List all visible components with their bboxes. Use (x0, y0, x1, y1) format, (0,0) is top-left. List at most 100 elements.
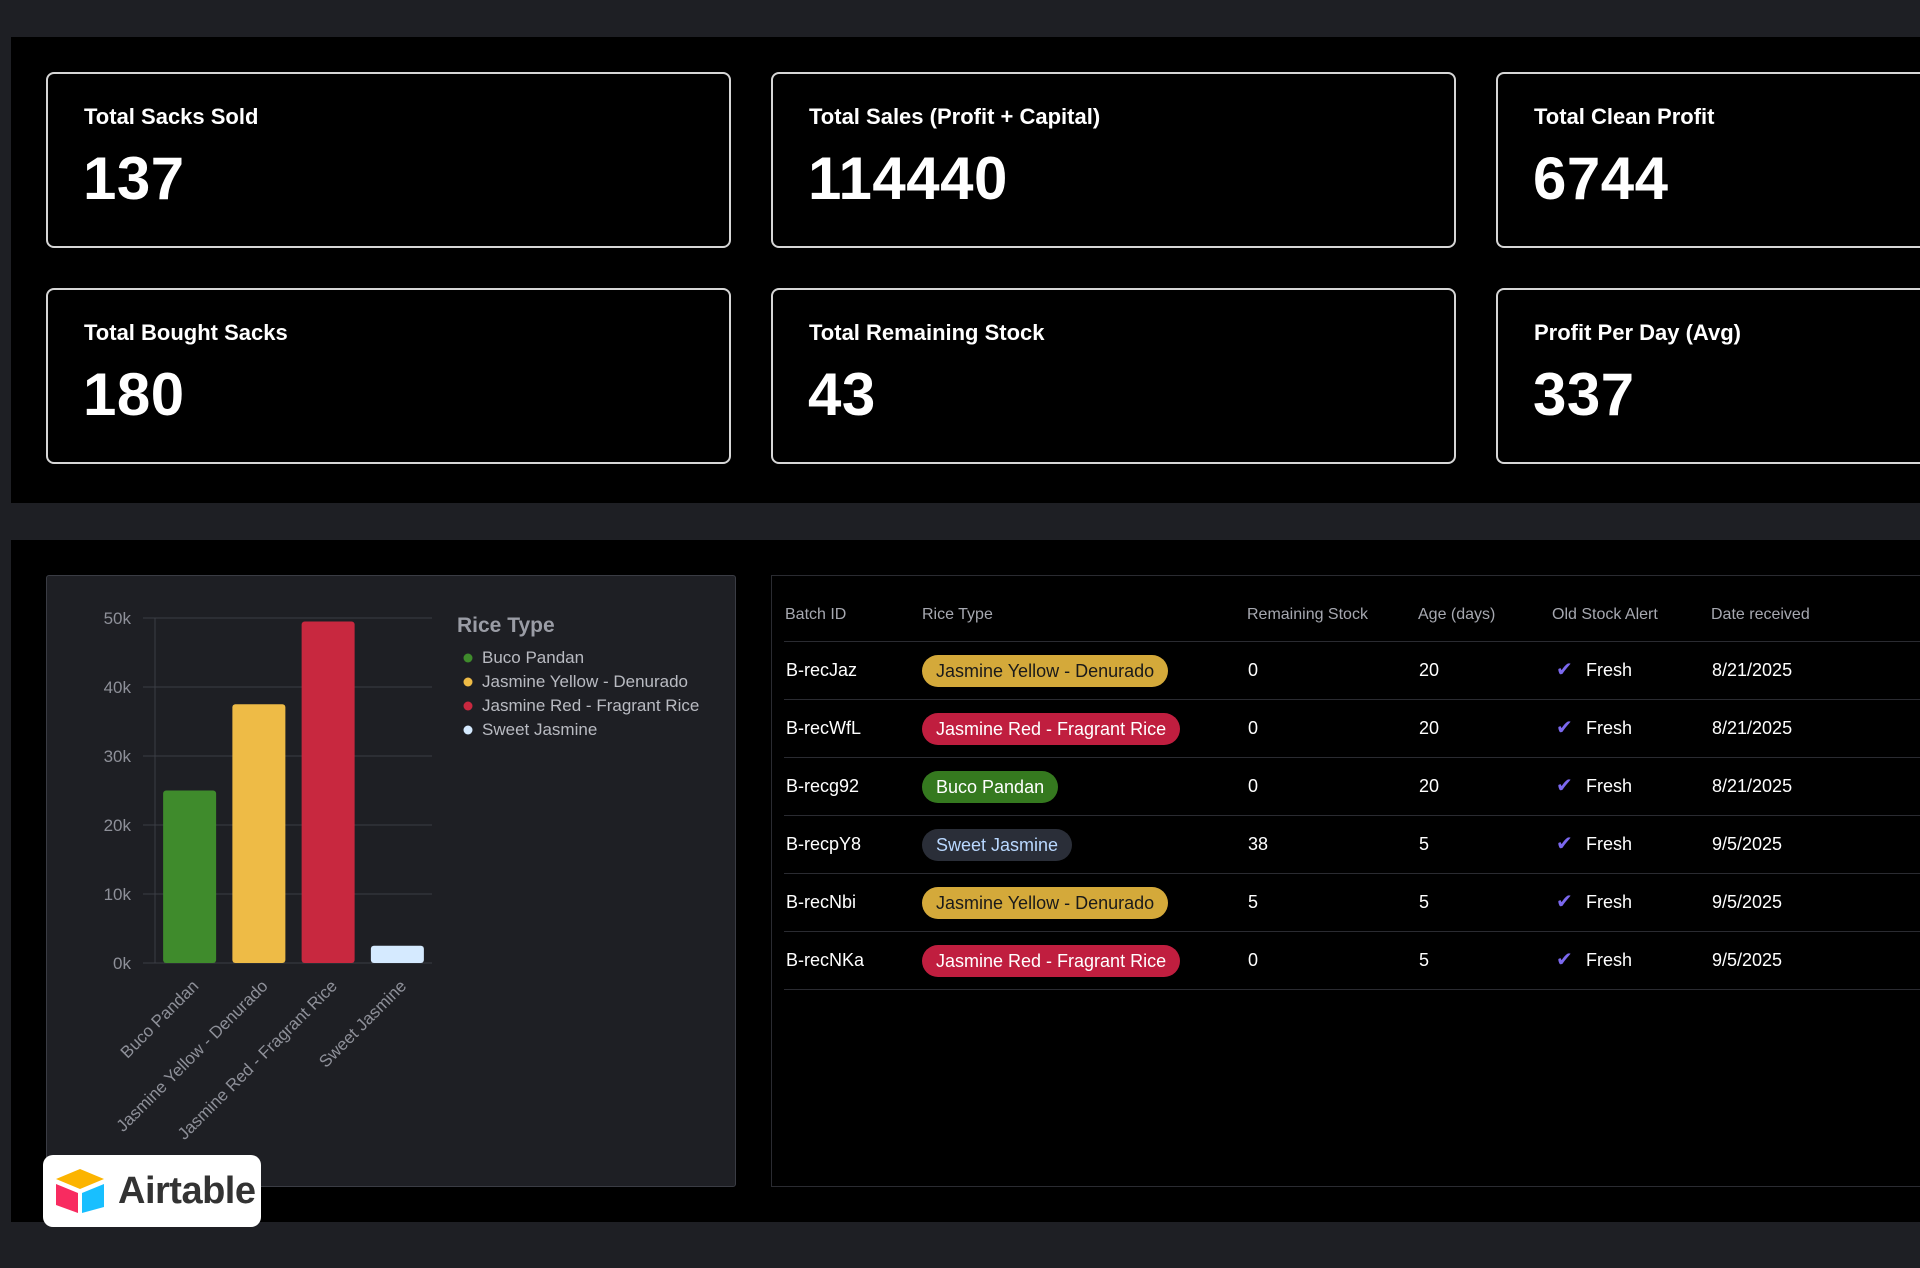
kpi-total-sacks-sold: Total Sacks Sold 137 (46, 72, 731, 248)
kpi-label: Total Sales (Profit + Capital) (809, 104, 1101, 129)
y-tick-label: 0k (113, 954, 131, 973)
old-stock-alert-cell: ✔ Fresh (1556, 758, 1632, 815)
date-received-cell: 9/5/2025 (1712, 834, 1783, 854)
legend-swatch (463, 653, 473, 663)
age-cell: 5 (1419, 892, 1430, 912)
legend-swatch (463, 725, 473, 735)
table-row[interactable]: B-recg92 Buco Pandan 0 20 ✔ Fresh 8/21/2025 (784, 757, 1920, 814)
rice-type-pill: Jasmine Yellow - Denurado (922, 887, 1169, 920)
alert-text: Fresh (1586, 950, 1633, 970)
check-icon: ✔ (1556, 775, 1573, 797)
batch-id-cell: B-recWfL (786, 718, 862, 738)
old-stock-alert-cell: ✔ Fresh (1556, 642, 1632, 699)
header-age[interactable]: Age (days) (1418, 606, 1496, 623)
batch-id-cell: B-recNKa (786, 950, 865, 970)
kpi-total-clean-profit: Total Clean Profit 6744 (1496, 72, 1920, 248)
kpi-label: Total Remaining Stock (809, 320, 1045, 345)
old-stock-alert-cell: ✔ Fresh (1556, 700, 1632, 757)
y-tick-label: 30k (104, 747, 132, 766)
remaining-stock-cell: 38 (1248, 834, 1269, 854)
kpi-label: Total Sacks Sold (84, 104, 259, 129)
kpi-value: 114440 (808, 145, 1008, 212)
kpi-value: 43 (808, 361, 876, 428)
rice-type-cell: Sweet Jasmine (922, 816, 1073, 873)
kpi-total-bought-sacks: Total Bought Sacks 180 (46, 288, 731, 464)
header-old-stock-alert[interactable]: Old Stock Alert (1552, 606, 1658, 623)
airtable-badge[interactable]: Airtable (43, 1155, 261, 1227)
legend-label: Jasmine Yellow - Denurado (482, 672, 688, 691)
y-tick-label: 20k (104, 816, 132, 835)
rice-type-pill: Jasmine Red - Fragrant Rice (922, 945, 1181, 978)
kpi-value: 337 (1533, 361, 1635, 428)
table-row[interactable]: B-recNbi Jasmine Yellow - Denurado 5 5 ✔ Fres… (784, 873, 1920, 930)
bar-0 (163, 790, 217, 963)
date-received-cell: 9/5/2025 (1712, 892, 1783, 912)
table-row[interactable]: B-recJaz Jasmine Yellow - Denurado 0 20 ✔ Fre… (784, 641, 1920, 698)
rice-type-pill: Sweet Jasmine (922, 829, 1073, 862)
age-cell: 20 (1419, 660, 1440, 680)
rice-type-bar-chart: 0k 10k 20k 30k 40k 50k Buco Pandan Jasmine Yell… (46, 575, 736, 1187)
age-cell: 5 (1419, 950, 1430, 970)
bar-1 (232, 704, 286, 963)
legend-label: Buco Pandan (482, 648, 584, 667)
rice-type-cell: Jasmine Yellow - Denurado (922, 642, 1169, 699)
date-received-cell: 9/5/2025 (1712, 950, 1783, 970)
alert-text: Fresh (1586, 718, 1633, 738)
kpi-value: 137 (83, 145, 185, 212)
rice-type-cell: Jasmine Red - Fragrant Rice (922, 932, 1181, 989)
header-date-received[interactable]: Date received (1711, 606, 1810, 623)
check-icon: ✔ (1556, 717, 1573, 739)
batch-id-cell: B-recNbi (786, 892, 857, 912)
batch-id-cell: B-recJaz (786, 660, 858, 680)
rice-type-cell: Jasmine Red - Fragrant Rice (922, 700, 1181, 757)
remaining-stock-cell: 0 (1248, 950, 1259, 970)
batch-table: Batch ID Rice Type Remaining Stock Age (… (771, 575, 1920, 1187)
rice-type-cell: Jasmine Yellow - Denurado (922, 874, 1169, 931)
airtable-wordmark: Airtable (118, 1169, 256, 1212)
bar-2 (301, 621, 355, 963)
header-rice-type[interactable]: Rice Type (922, 606, 993, 623)
old-stock-alert-cell: ✔ Fresh (1556, 932, 1632, 989)
alert-text: Fresh (1586, 660, 1633, 680)
batch-id-cell: B-recpY8 (786, 834, 862, 854)
date-received-cell: 8/21/2025 (1712, 660, 1793, 680)
remaining-stock-cell: 0 (1248, 776, 1259, 796)
rice-type-pill: Jasmine Red - Fragrant Rice (922, 713, 1181, 746)
legend-label: Sweet Jasmine (482, 720, 597, 739)
alert-text: Fresh (1586, 892, 1633, 912)
remaining-stock-cell: 0 (1248, 718, 1259, 738)
table-bottom-border (784, 989, 1920, 990)
y-tick-label: 10k (104, 885, 132, 904)
check-icon: ✔ (1556, 833, 1573, 855)
kpi-total-remaining-stock: Total Remaining Stock 43 (771, 288, 1456, 464)
kpi-profit-per-day: Profit Per Day (Avg) 337 (1496, 288, 1920, 464)
table-row[interactable]: B-recNKa Jasmine Red - Fragrant Rice 0 5 ✔ Fr… (784, 931, 1920, 988)
kpi-label: Total Bought Sacks (84, 320, 288, 345)
legend-swatch (463, 677, 473, 687)
airtable-logo-icon (56, 1169, 104, 1213)
y-tick-label: 40k (104, 678, 132, 697)
legend-label: Jasmine Red - Fragrant Rice (482, 696, 699, 715)
kpi-label: Profit Per Day (Avg) (1534, 320, 1742, 345)
kpi-value: 180 (83, 361, 185, 428)
batch-id-cell: B-recg92 (786, 776, 860, 796)
remaining-stock-cell: 5 (1248, 892, 1259, 912)
chart-svg: 0k 10k 20k 30k 40k 50k Buco Pandan Jasmine Yell… (104, 609, 700, 1143)
old-stock-alert-cell: ✔ Fresh (1556, 816, 1632, 873)
age-cell: 20 (1419, 776, 1440, 796)
age-cell: 5 (1419, 834, 1430, 854)
remaining-stock-cell: 0 (1248, 660, 1259, 680)
rice-type-pill: Buco Pandan (922, 771, 1059, 804)
header-batch-id[interactable]: Batch ID (785, 606, 847, 623)
check-icon: ✔ (1556, 659, 1573, 681)
kpi-label: Total Clean Profit (1534, 104, 1715, 129)
table-row[interactable]: B-recpY8 Sweet Jasmine 38 5 ✔ Fresh 9/5/2025 (784, 815, 1920, 872)
legend-title: Rice Type (457, 614, 555, 637)
table-row[interactable]: B-recWfL Jasmine Red - Fragrant Rice 0 20 ✔ F… (784, 699, 1920, 756)
kpi-total-sales: Total Sales (Profit + Capital) 114440 (771, 72, 1456, 248)
date-received-cell: 8/21/2025 (1712, 776, 1793, 796)
header-remaining-stock[interactable]: Remaining Stock (1247, 606, 1368, 623)
rice-type-pill: Jasmine Yellow - Denurado (922, 655, 1169, 688)
alert-text: Fresh (1586, 776, 1633, 796)
y-tick-label: 50k (104, 609, 132, 628)
